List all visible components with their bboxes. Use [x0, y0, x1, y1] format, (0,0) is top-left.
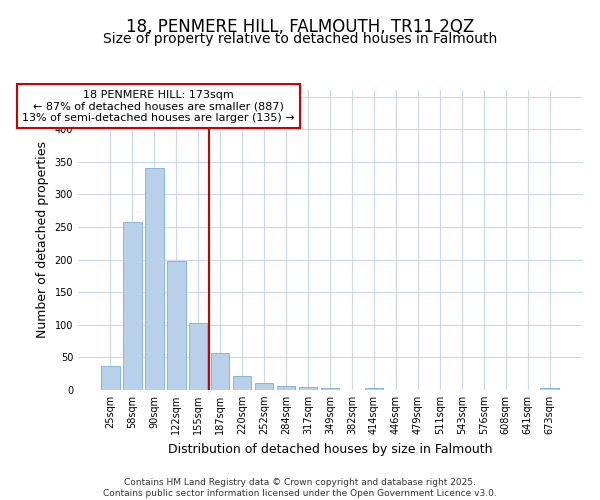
Bar — [145, 168, 164, 390]
Bar — [167, 261, 185, 390]
Bar — [277, 386, 295, 390]
X-axis label: Distribution of detached houses by size in Falmouth: Distribution of detached houses by size … — [168, 442, 492, 456]
Bar — [365, 388, 383, 390]
Y-axis label: Number of detached properties: Number of detached properties — [36, 142, 49, 338]
Bar — [189, 323, 208, 390]
Text: 18, PENMERE HILL, FALMOUTH, TR11 2QZ: 18, PENMERE HILL, FALMOUTH, TR11 2QZ — [126, 18, 474, 36]
Text: Size of property relative to detached houses in Falmouth: Size of property relative to detached ho… — [103, 32, 497, 46]
Bar — [101, 366, 119, 390]
Bar — [233, 376, 251, 390]
Bar — [255, 384, 274, 390]
Text: 18 PENMERE HILL: 173sqm
← 87% of detached houses are smaller (887)
13% of semi-d: 18 PENMERE HILL: 173sqm ← 87% of detache… — [22, 90, 295, 123]
Bar — [123, 222, 142, 390]
Bar — [299, 388, 317, 390]
Bar — [541, 388, 559, 390]
Bar — [320, 388, 340, 390]
Text: Contains HM Land Registry data © Crown copyright and database right 2025.
Contai: Contains HM Land Registry data © Crown c… — [103, 478, 497, 498]
Bar — [211, 354, 229, 390]
